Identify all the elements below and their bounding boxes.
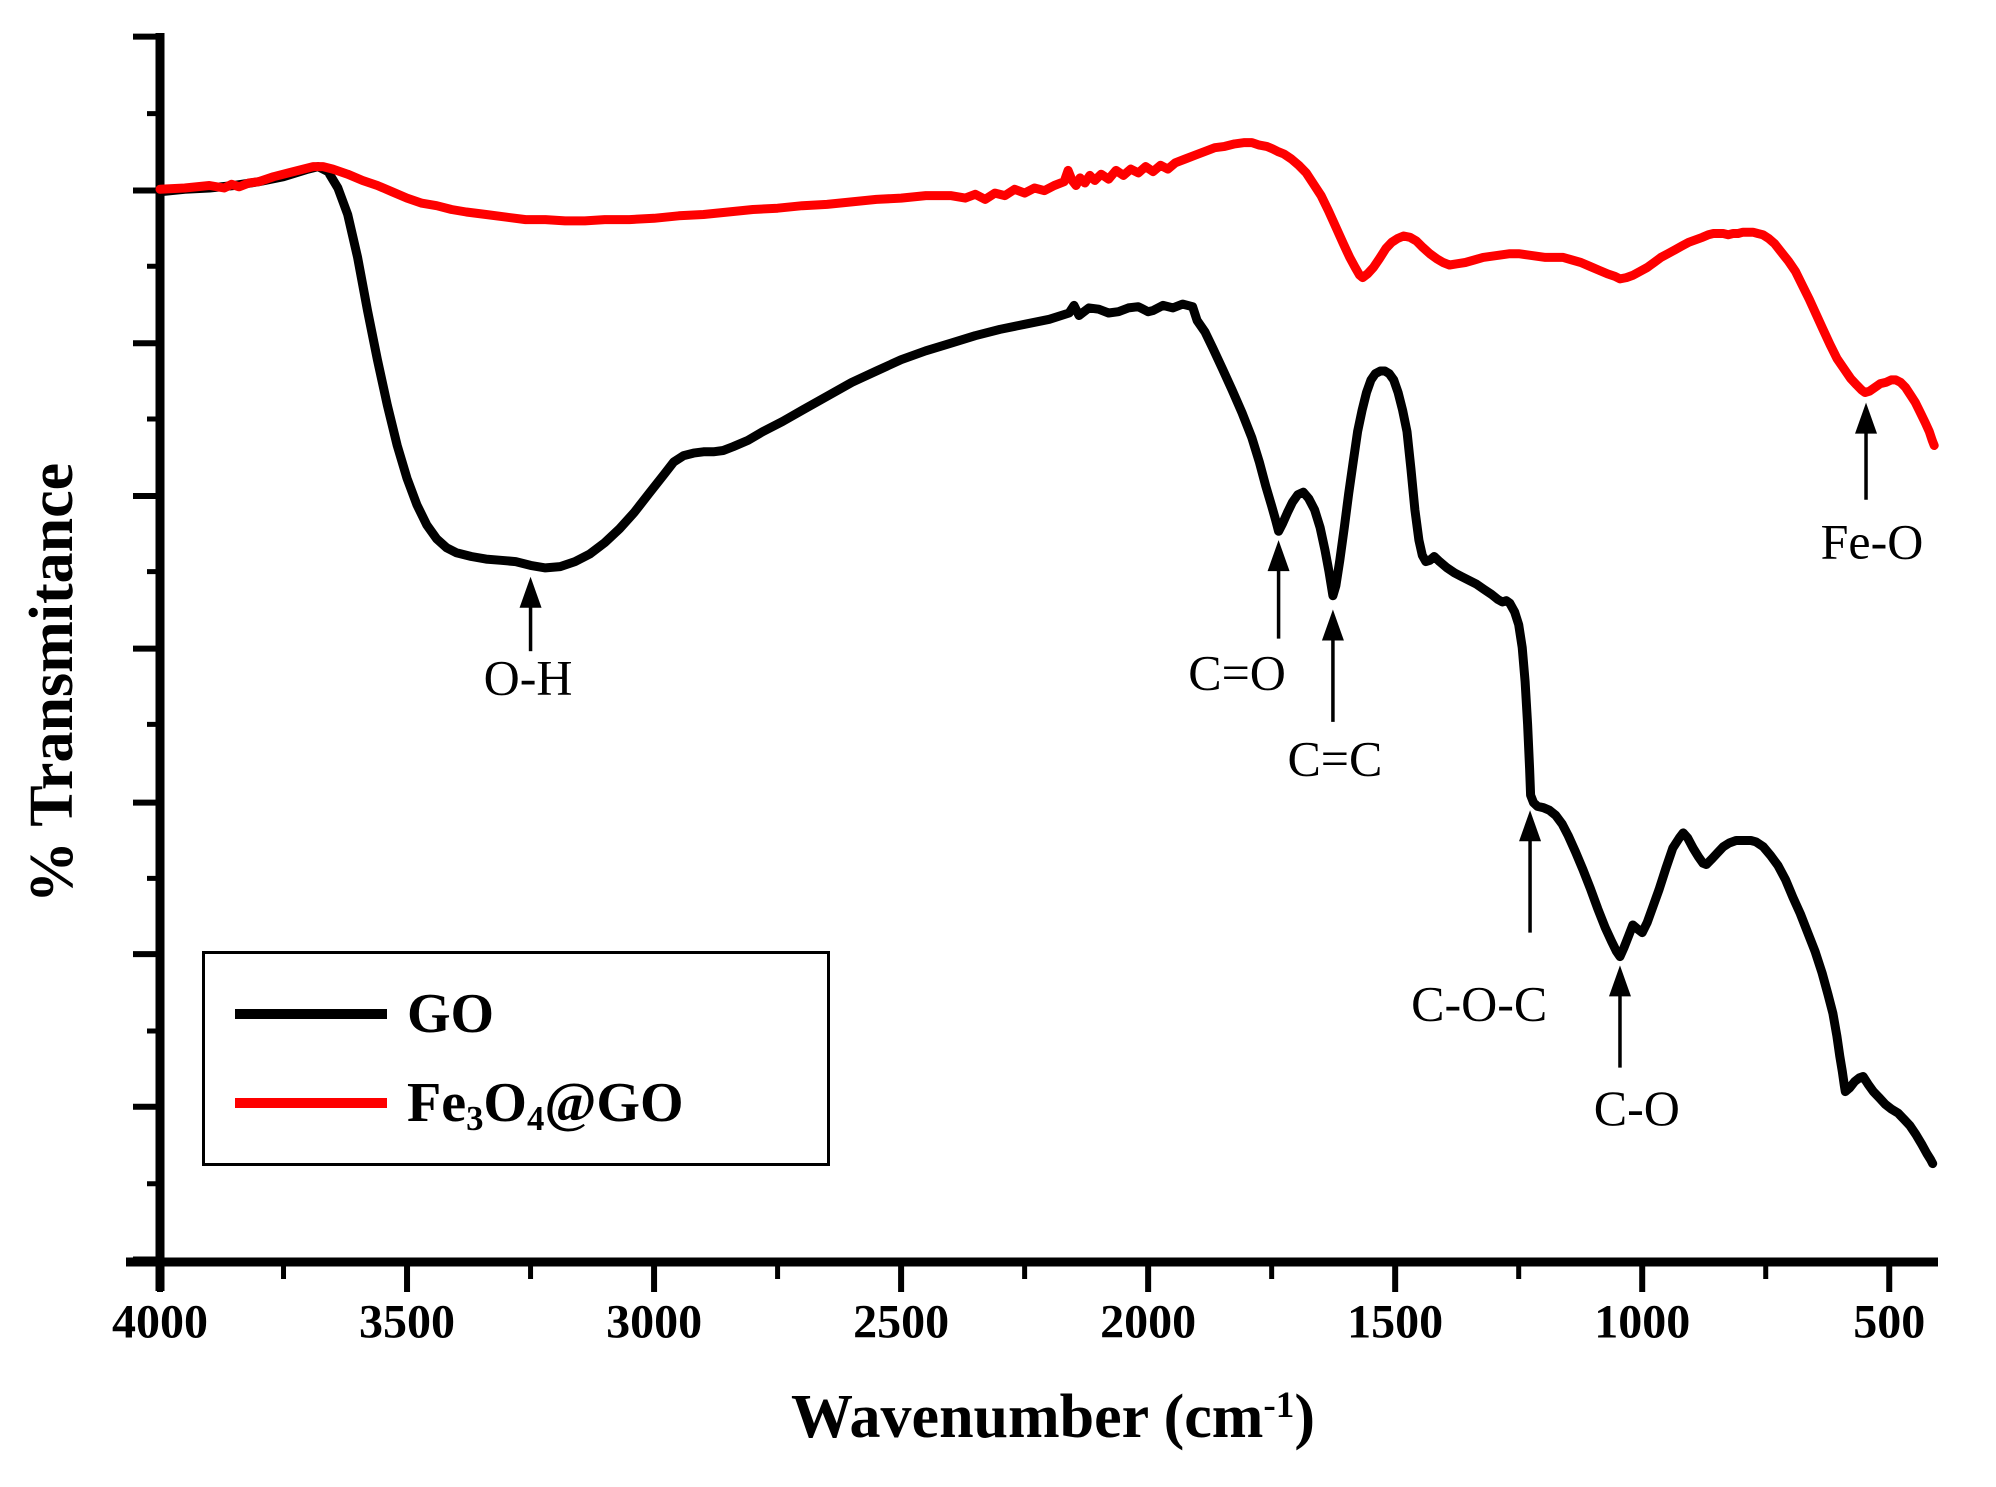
x-tick-label-4000: 4000 <box>112 1296 208 1349</box>
legend-label-fe3o4-go: Fe3O4@GO <box>407 1071 684 1139</box>
annotation-arrowhead-C-O-C <box>1519 810 1542 842</box>
annotation-label-Fe-O: Fe-O <box>1821 513 1924 569</box>
y-axis-title-wrap: % Transmitance <box>17 363 87 1003</box>
x-tick-label-2500: 2500 <box>853 1296 949 1349</box>
legend-label-go: GO <box>407 983 495 1046</box>
legend-item-go: GO <box>235 986 827 1042</box>
annotation-label-C=C: C=C <box>1287 730 1382 786</box>
legend-swatch-go <box>235 1009 387 1020</box>
annotation-label-O-H: O-H <box>484 650 573 706</box>
x-tick-label-500: 500 <box>1853 1296 1925 1349</box>
x-tick-label-1500: 1500 <box>1347 1296 1443 1349</box>
series-curve-GO <box>155 162 1938 1169</box>
legend-swatch-fe3o4-go <box>235 1097 387 1108</box>
legend: GO Fe3O4@GO <box>202 951 830 1166</box>
x-tick-label-2000: 2000 <box>1100 1296 1196 1349</box>
annotation-arrowhead-C=O <box>1267 540 1290 572</box>
annotation-arrowhead-Fe-O <box>1855 402 1878 434</box>
series-curve-Fe3O4@GO <box>155 138 1939 450</box>
x-tick-label-3500: 3500 <box>359 1296 455 1349</box>
annotation-label-C=O: C=O <box>1188 645 1286 701</box>
annotation-arrowhead-C=C <box>1321 609 1344 641</box>
annotation-arrowhead-O-H <box>519 576 542 608</box>
x-tick-label-1000: 1000 <box>1594 1296 1690 1349</box>
legend-item-fe3o4-go: Fe3O4@GO <box>235 1071 827 1139</box>
y-axis-title: % Transmitance <box>18 462 86 904</box>
annotation-label-C-O: C-O <box>1594 1080 1680 1136</box>
x-tick-label-3000: 3000 <box>606 1296 702 1349</box>
annotation-label-C-O-C: C-O-C <box>1411 975 1547 1031</box>
x-axis-title: Wavenumber (cm-1) <box>790 1383 1316 1451</box>
annotation-arrowhead-C-O <box>1608 965 1631 997</box>
